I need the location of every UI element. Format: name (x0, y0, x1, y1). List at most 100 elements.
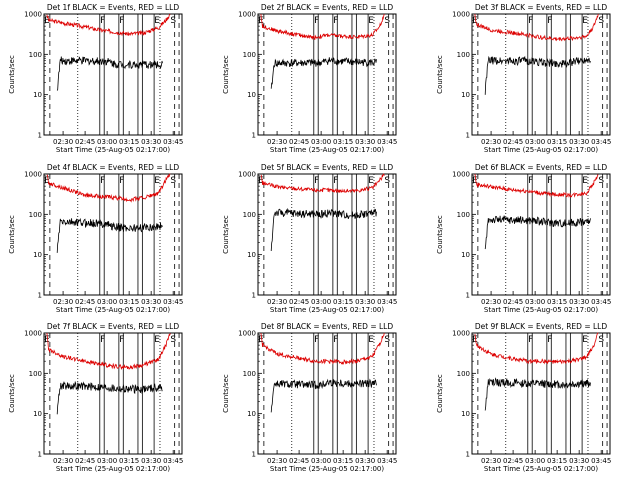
events-series-line (56, 217, 163, 253)
x-tick-label: 03:30 (355, 457, 375, 465)
segment-marker-label: E (472, 335, 478, 345)
lld-series-line (474, 13, 599, 42)
segment-marker-label: S (384, 176, 390, 186)
lld-series-line (260, 13, 385, 40)
lld-series-line (46, 332, 171, 370)
x-tick-label: 03:45 (377, 138, 397, 146)
y-tick-label: 100 (457, 211, 470, 219)
x-tick-label: 03:00 (311, 457, 331, 465)
lld-series-line (46, 173, 171, 203)
x-tick-label: 03:00 (525, 298, 545, 306)
detector-panel-8: Det 8f BLACK = Events, RED = LLD 1 10 100 10… (222, 322, 397, 473)
events-series-line (484, 55, 591, 95)
x-axis-label: Start Time (25-Aug-05 02:17:00) (56, 465, 170, 473)
x-tick-label: 03:45 (377, 457, 397, 465)
segment-marker-label: E (582, 335, 588, 345)
y-tick-label: 1000 (238, 11, 256, 19)
segment-marker-label: F (314, 16, 319, 26)
y-axis-label: Counts/sec (222, 55, 230, 94)
segment-marker-label: F (333, 16, 338, 26)
y-tick-label: 10 (247, 251, 256, 259)
y-tick-label: 100 (29, 370, 42, 378)
y-tick-label: 1000 (24, 330, 42, 338)
y-tick-label: 1 (252, 451, 256, 459)
x-tick-label: 03:30 (141, 457, 161, 465)
x-tick-label: 03:15 (547, 298, 567, 306)
x-tick-label: 02:45 (289, 138, 309, 146)
x-tick-label: 03:45 (591, 298, 611, 306)
plot-frame (471, 13, 611, 136)
y-tick-label: 1 (38, 451, 42, 459)
panel-title: Det 9f BLACK = Events, RED = LLD (475, 322, 608, 331)
plot-frame (43, 13, 183, 136)
plot-frame (43, 332, 183, 455)
segment-marker-label: E (368, 16, 374, 26)
segment-marker-label: F (119, 176, 124, 186)
lld-series-line (260, 332, 385, 366)
x-tick-label: 03:15 (333, 457, 353, 465)
x-axis-label: Start Time (25-Aug-05 02:17:00) (270, 146, 384, 154)
x-axis-label: Start Time (25-Aug-05 02:17:00) (56, 306, 170, 314)
x-tick-label: 02:30 (481, 138, 501, 146)
x-tick-label: 03:15 (333, 138, 353, 146)
segment-marker-label: E (44, 176, 50, 186)
x-tick-label: 02:30 (267, 298, 287, 306)
segment-marker-label: E (472, 176, 478, 186)
x-tick-label: 03:15 (333, 298, 353, 306)
segment-marker-label: S (384, 335, 390, 345)
segment-marker-label: E (258, 16, 264, 26)
x-tick-label: 02:45 (289, 298, 309, 306)
x-tick-label: 02:45 (75, 298, 95, 306)
x-tick-label: 02:30 (481, 457, 501, 465)
segment-marker-label: E (154, 335, 160, 345)
y-tick-label: 1 (38, 132, 42, 140)
segment-marker-label: F (528, 176, 533, 186)
plot-frame (43, 173, 183, 296)
x-tick-label: 02:45 (75, 138, 95, 146)
segment-marker-label: E (472, 16, 478, 26)
segment-marker-label: F (314, 176, 319, 186)
x-tick-label: 02:45 (75, 457, 95, 465)
events-series-line (56, 56, 163, 91)
detector-panel-1: Det 1f BLACK = Events, RED = LLD 1 10 100 10… (8, 3, 183, 154)
x-tick-label: 03:15 (547, 457, 567, 465)
segment-marker-label: E (368, 176, 374, 186)
panel-title: Det 3f BLACK = Events, RED = LLD (475, 3, 608, 12)
segment-marker-label: S (598, 176, 604, 186)
y-axis-label: Counts/sec (222, 215, 230, 254)
y-tick-label: 100 (243, 370, 256, 378)
detector-panel-5: Det 5f BLACK = Events, RED = LLD 1 10 100 10… (222, 163, 397, 314)
segment-marker-label: F (119, 335, 124, 345)
panel-title: Det 7f BLACK = Events, RED = LLD (47, 322, 180, 331)
y-tick-label: 1000 (238, 171, 256, 179)
y-tick-label: 100 (457, 51, 470, 59)
x-tick-label: 02:45 (503, 457, 523, 465)
segment-marker-label: E (154, 16, 160, 26)
y-tick-label: 10 (461, 251, 470, 259)
lld-series-line (474, 173, 599, 198)
x-tick-label: 03:15 (119, 138, 139, 146)
segment-marker-label: S (170, 16, 176, 26)
segment-marker-label: E (258, 176, 264, 186)
y-tick-label: 1000 (24, 11, 42, 19)
y-tick-label: 100 (243, 211, 256, 219)
segment-marker-label: E (154, 176, 160, 186)
y-tick-label: 1000 (24, 171, 42, 179)
events-series-line (56, 380, 163, 415)
y-axis-label: Counts/sec (436, 374, 444, 413)
y-tick-label: 100 (243, 51, 256, 59)
plot-frame (257, 332, 397, 455)
y-tick-label: 1 (466, 132, 470, 140)
detector-panel-3: Det 3f BLACK = Events, RED = LLD 1 10 100 10… (436, 3, 611, 154)
x-tick-label: 03:00 (97, 457, 117, 465)
segment-marker-label: F (547, 16, 552, 26)
panel-title: Det 6f BLACK = Events, RED = LLD (475, 163, 608, 172)
x-axis-label: Start Time (25-Aug-05 02:17:00) (484, 306, 598, 314)
y-tick-label: 1 (252, 132, 256, 140)
segment-marker-label: E (44, 335, 50, 345)
segment-marker-label: F (333, 176, 338, 186)
x-tick-label: 03:00 (97, 298, 117, 306)
y-tick-label: 10 (247, 410, 256, 418)
segment-marker-label: E (582, 176, 588, 186)
